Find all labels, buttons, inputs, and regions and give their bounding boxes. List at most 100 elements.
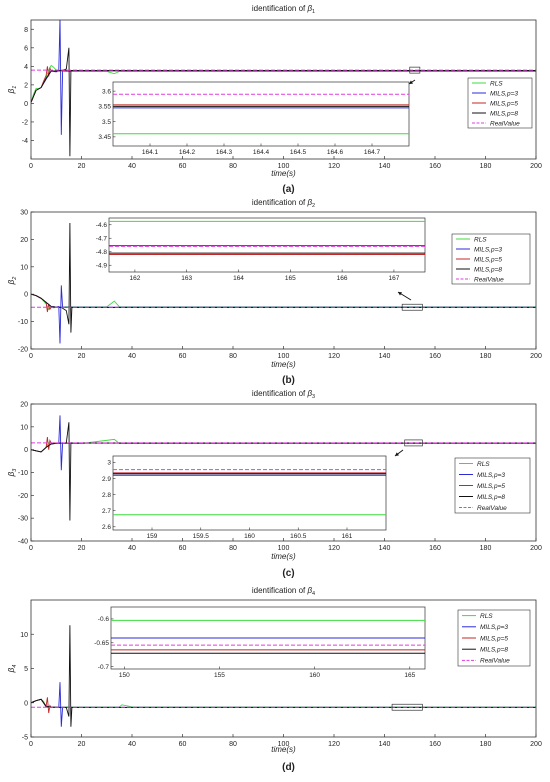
inset-y-tick-label: 2.7 [102,508,111,515]
y-tick-label: -20 [18,347,28,354]
y-tick-label: 10 [20,632,28,639]
legend-entry: MILS,p=8 [477,494,505,501]
inset-y-tick-label: 3.45 [98,134,111,141]
y-tick-label: -40 [18,539,28,546]
x-tick-label: 40 [128,741,136,748]
chart-title-subscript: 3 [312,394,315,400]
inset-x-tick-label: 164.7 [364,149,381,156]
inset-x-tick-label: 159 [147,533,158,540]
zoom-inset: 150 155 160 165 -0.7 -0.65 -0.6 [94,606,426,679]
zoom-region-box [391,703,423,711]
x-tick-label: 180 [480,163,492,170]
inset-y-tick-label: -4.8 [96,249,108,256]
chart-title-subscript: 4 [312,591,315,597]
zoom-region-box [409,66,421,74]
inset-frame [108,217,426,273]
inset-x-tick-label: 167 [388,275,399,282]
x-tick-label: 40 [128,353,136,360]
legend-entry: RLS [477,461,490,468]
zoom-region-box [401,303,423,311]
legend-entry: MILS,p=5 [474,256,502,263]
x-tick-label: 20 [78,741,86,748]
x-tick-label: 120 [328,741,340,748]
inset-y-tick-label: 3.5 [102,119,111,126]
inset-y-tick-label: 2.6 [102,524,111,531]
legend-entry: MILS,p=3 [477,472,505,479]
inset-x-tick-label: 160.5 [290,533,307,540]
inset-x-tick-label: 150 [119,672,130,679]
zoom-arrow-head [398,292,402,296]
series-line-mils-p-5 [31,697,536,714]
legend-entry: MILS,p=5 [477,483,505,490]
chart-title-subscript: 2 [312,203,315,209]
inset-x-tick-label: 164.6 [327,149,344,156]
chart-title-text: identification of [252,198,308,207]
inset-y-tick-label: 2.9 [102,476,111,483]
legend-entry: RLS [474,236,487,243]
series-group [31,625,536,727]
x-tick-label: 140 [379,353,391,360]
x-tick-label: 80 [229,741,237,748]
zoom-arrow-head [409,80,413,84]
series-line-mils-p-3 [31,682,536,727]
y-tick-label: -4 [22,138,28,145]
inset-x-tick-label: 164.2 [179,149,196,156]
legend-entry: MILS,p=3 [480,624,508,631]
chart-panel-3: identification of β40 20 40 60 80 100 120 140 16… [7,586,542,773]
x-tick-label: 100 [278,545,290,552]
zoom-inset: 162 163 164 165 166 167 -4.9 -4.8 -4.7 -4.6 [96,217,426,282]
chart-title-text: identification of [252,4,308,13]
legend-entry: RealValue [474,276,504,283]
x-axis-label: time(s) [271,360,296,369]
y-axis-label-symbol: β [7,88,16,94]
y-tick-label: 0 [24,447,28,454]
legend: RLS MILS,p=3 MILS,p=5 MILS,p=8 RealValue [454,457,531,514]
legend-entry: RealValue [477,505,507,512]
legend-entry: MILS,p=8 [490,110,518,117]
y-tick-label: -10 [18,319,28,326]
y-tick-label: 20 [20,237,28,244]
series-line-rls [31,698,536,708]
zoom-inset: 164.1 164.2 164.3 164.4 164.5 164.6 164.7 3.45 3… [98,81,410,156]
x-tick-label: 0 [29,545,33,552]
x-axis-label: time(s) [271,169,296,178]
x-tick-label: 200 [530,741,542,748]
series-line-mils-p-8 [31,47,536,157]
x-tick-label: 20 [78,353,86,360]
inset-y-tick-label: -4.7 [96,236,108,243]
inset-y-tick-label: 3 [107,460,111,467]
x-tick-label: 60 [179,741,187,748]
series-line-rls [31,438,536,453]
x-tick-label: 0 [29,353,33,360]
x-tick-label: 40 [128,163,136,170]
y-tick-label: 20 [20,402,28,409]
x-tick-label: 80 [229,163,237,170]
x-tick-label: 160 [429,741,441,748]
x-tick-label: 160 [429,545,441,552]
y-tick-label: 30 [20,210,28,217]
inset-x-tick-label: 164.5 [290,149,307,156]
inset-x-tick-label: 160 [309,672,320,679]
series-line-mils-p-8 [31,625,536,727]
x-tick-label: 40 [128,545,136,552]
inset-x-tick-label: 159.5 [193,533,210,540]
chart-panel-1: identification of β20 20 40 60 80 100 120 140 16… [7,198,542,386]
legend-entry: RLS [480,613,493,620]
y-axis-label-symbol: β [7,471,16,477]
y-tick-label: -10 [18,470,28,477]
legend-entry: MILS,p=5 [490,100,518,107]
chart-title-symbol: β [306,586,312,595]
inset-y-tick-label: -0.7 [98,664,110,671]
subfigure-caption: (b) [282,375,295,386]
x-tick-label: 60 [179,353,187,360]
zoom-region-box [404,439,423,447]
inset-x-tick-label: 161 [342,533,353,540]
chart-title: identification of β4 [252,586,315,597]
x-tick-label: 100 [278,163,290,170]
subfigure-caption: (d) [282,762,295,773]
legend-entry: MILS,p=3 [474,246,502,253]
y-axis-label-symbol: β [7,667,16,673]
inset-y-tick-label: -4.6 [96,222,108,229]
legend-entry: RLS [490,80,503,87]
